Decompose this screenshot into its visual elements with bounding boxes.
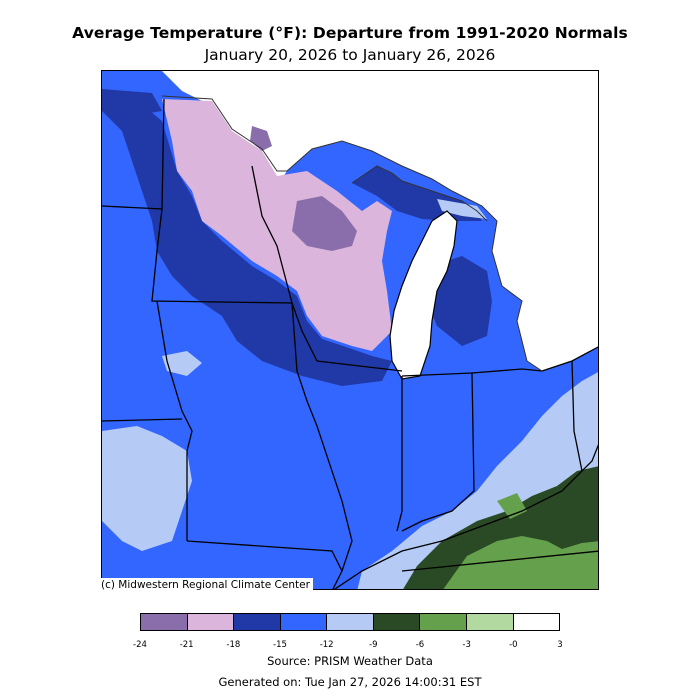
lake-michigan	[389, 210, 458, 380]
legend-tick-label: -12	[319, 640, 334, 650]
map-subtitle: January 20, 2026 to January 26, 2026	[204, 46, 496, 64]
legend-swatch	[327, 614, 374, 630]
map-copyright: (c) Midwestern Regional Climate Center	[101, 578, 313, 592]
legend-swatch	[280, 614, 328, 630]
legend-tick-label: -6	[415, 640, 425, 650]
region-lightblue-ia	[162, 351, 202, 376]
upper-peninsula-east	[437, 199, 487, 219]
legend-tick-labels: -24 -21 -18 -15 -12 -9 -6 -3 -0 3	[133, 640, 563, 652]
map-canvas	[102, 71, 598, 589]
legend-swatch	[141, 614, 188, 630]
legend-tick-label: -9	[369, 640, 378, 650]
legend-tick-label: -18	[226, 640, 241, 650]
legend-swatch	[373, 614, 421, 630]
legend-tick-label: -3	[462, 640, 471, 650]
legend-swatch	[420, 614, 467, 630]
legend-tick-label: -21	[179, 640, 194, 650]
legend-tick-label: -15	[273, 640, 287, 650]
color-legend	[140, 613, 560, 631]
legend-tick-label: -24	[133, 640, 147, 650]
legend-swatch	[513, 614, 560, 630]
region-green	[443, 536, 598, 589]
shorelines	[161, 95, 543, 372]
legend-swatch	[466, 614, 514, 630]
region-purple-wi	[292, 196, 357, 251]
state-boundaries	[102, 98, 598, 589]
region-darkblue-north	[102, 89, 162, 116]
legend-swatch	[234, 614, 281, 630]
region-lightblue-mo	[102, 426, 192, 551]
region-darkblue-band	[102, 91, 392, 386]
map-title: Average Temperature (°F): Departure from…	[72, 24, 628, 42]
legend-tick-label: 3	[557, 640, 563, 650]
legend-tick-label: -0	[509, 640, 518, 650]
region-pink	[162, 99, 392, 351]
temperature-departure-map	[101, 70, 599, 590]
data-source: Source: PRISM Weather Data	[267, 654, 433, 668]
legend-swatch	[187, 614, 235, 630]
generated-timestamp: Generated on: Tue Jan 27, 2026 14:00:31 …	[218, 675, 482, 689]
